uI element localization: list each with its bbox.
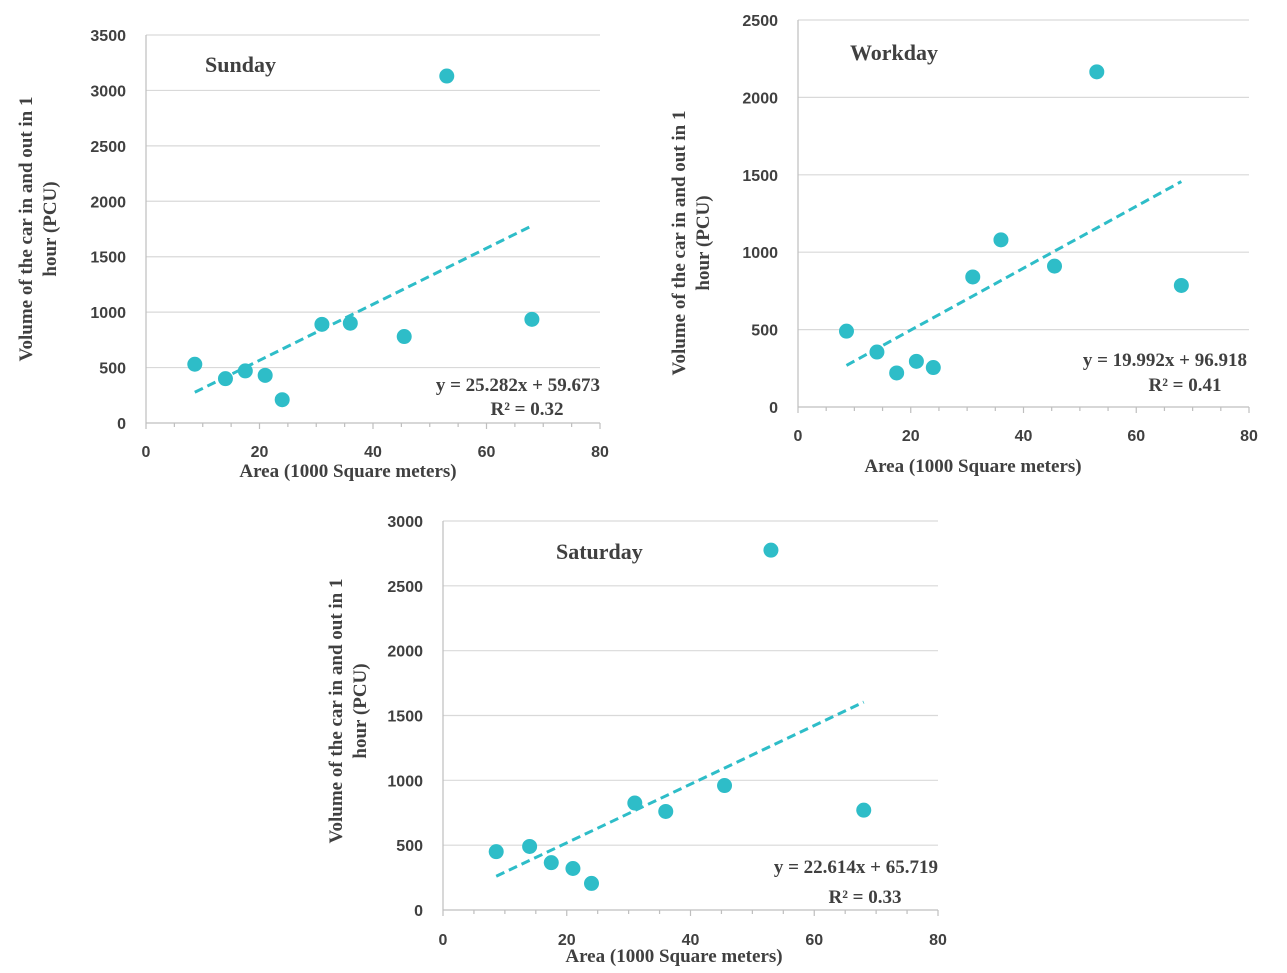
x-tick-label: 20	[251, 444, 269, 461]
data-point	[396, 329, 412, 345]
y-tick-label: 1000	[742, 245, 778, 262]
x-tick-label: 60	[478, 444, 496, 461]
data-point	[217, 371, 233, 387]
y-tick-label: 3000	[90, 83, 126, 100]
y-tick-label: 0	[414, 903, 423, 920]
y-tick-label: 2500	[387, 579, 423, 596]
data-point	[658, 803, 674, 819]
y-axis-title-line: hour (PCU)	[350, 663, 371, 758]
data-point	[257, 367, 273, 383]
trendline-equation: y = 22.614x + 65.719	[774, 857, 938, 878]
y-tick-label: 1500	[387, 709, 423, 726]
y-tick-label: 2500	[90, 139, 126, 156]
y-tick-label: 1500	[90, 250, 126, 267]
x-tick-label: 80	[591, 444, 609, 461]
data-point	[187, 356, 203, 372]
data-point	[543, 855, 559, 871]
data-point	[925, 360, 941, 376]
trendline-equation: y = 19.992x + 96.918	[1083, 350, 1247, 371]
chart-title: Sunday	[205, 52, 276, 77]
x-tick-label: 60	[1127, 428, 1145, 445]
data-point	[314, 316, 330, 332]
data-point	[908, 353, 924, 369]
x-tick-label: 40	[364, 444, 382, 461]
data-point	[889, 365, 905, 381]
y-tick-label: 500	[99, 361, 126, 378]
x-tick-label: 0	[794, 428, 803, 445]
y-axis-title: Volume of the car in and out in 1 hour (P…	[326, 579, 371, 844]
y-tick-label: 1000	[90, 305, 126, 322]
trendline	[495, 700, 865, 878]
data-point	[1047, 258, 1063, 274]
y-tick-label: 2000	[742, 90, 778, 107]
data-point	[763, 542, 779, 558]
data-point	[993, 232, 1009, 248]
r-squared-label: R² = 0.33	[829, 887, 902, 908]
data-point	[237, 363, 253, 379]
x-tick-label: 20	[902, 428, 920, 445]
r-squared-label: R² = 0.32	[491, 399, 564, 420]
x-axis-title: Area (1000 Square meters)	[239, 461, 456, 482]
data-point	[342, 315, 358, 331]
x-axis-title: Area (1000 Square meters)	[864, 456, 1081, 477]
chart-title: Workday	[850, 40, 938, 65]
x-tick-label: 40	[1015, 428, 1033, 445]
x-tick-label: 20	[558, 932, 576, 949]
data-point	[439, 68, 455, 84]
r-squared-label: R² = 0.41	[1149, 375, 1222, 396]
scatter-chart-sunday: 0 500 1000 1500 2000 2500 3000 3500 0 20 40 60 80 Sun…	[16, 28, 609, 482]
y-tick-label: 0	[769, 400, 778, 417]
y-axis-title-line: hour (PCU)	[40, 181, 61, 276]
data-point	[584, 875, 599, 891]
x-tick-label: 0	[439, 932, 448, 949]
y-tick-label: 2000	[90, 194, 126, 211]
y-tick-label: 0	[117, 416, 126, 433]
data-point	[1089, 64, 1105, 80]
y-tick-label: 3500	[90, 28, 126, 45]
data-point	[565, 861, 581, 877]
y-axis-title-line: Volume of the car in and out in 1	[16, 97, 37, 362]
x-axis-title: Area (1000 Square meters)	[565, 946, 782, 967]
y-axis-title-line: Volume of the car in and out in 1	[326, 579, 347, 844]
trendline-equation: y = 25.282x + 59.673	[436, 375, 600, 396]
y-axis-title: Volume of the car in and out in 1 hour (P…	[669, 111, 714, 376]
y-tick-label: 500	[751, 323, 778, 340]
scatter-chart-saturday: 0 500 1000 1500 2000 2500 3000 0 20 40 60 80 Saturda…	[326, 514, 947, 967]
data-point	[524, 311, 540, 327]
trendline	[845, 180, 1183, 367]
data-point	[856, 802, 872, 818]
data-point	[717, 778, 733, 794]
y-tick-label: 1000	[387, 773, 423, 790]
x-tick-label: 40	[682, 932, 700, 949]
y-axis-title: Volume of the car in and out in 1 hour (P…	[16, 97, 61, 362]
trendline	[194, 224, 533, 394]
data-point	[1173, 277, 1189, 293]
data-point	[838, 323, 854, 339]
scatter-chart-workday: 0 500 1000 1500 2000 2500 0 20 40 60 80 Workday y = …	[669, 13, 1258, 477]
y-axis-title-line: Volume of the car in and out in 1	[669, 111, 690, 376]
y-tick-label: 1500	[742, 168, 778, 185]
data-point	[274, 392, 290, 408]
x-tick-label: 0	[142, 444, 151, 461]
x-tick-label: 80	[1240, 428, 1258, 445]
y-tick-label: 3000	[387, 514, 423, 531]
data-point	[869, 344, 885, 360]
data-point	[627, 795, 643, 811]
y-tick-label: 500	[396, 838, 423, 855]
x-tick-label: 60	[805, 932, 823, 949]
y-tick-label: 2500	[742, 13, 778, 30]
data-point	[965, 269, 981, 285]
data-point	[488, 844, 504, 860]
y-tick-label: 2000	[387, 644, 423, 661]
y-axis-title-line: hour (PCU)	[693, 195, 714, 290]
chart-title: Saturday	[556, 539, 643, 564]
data-point	[522, 838, 538, 854]
x-tick-label: 80	[929, 932, 947, 949]
